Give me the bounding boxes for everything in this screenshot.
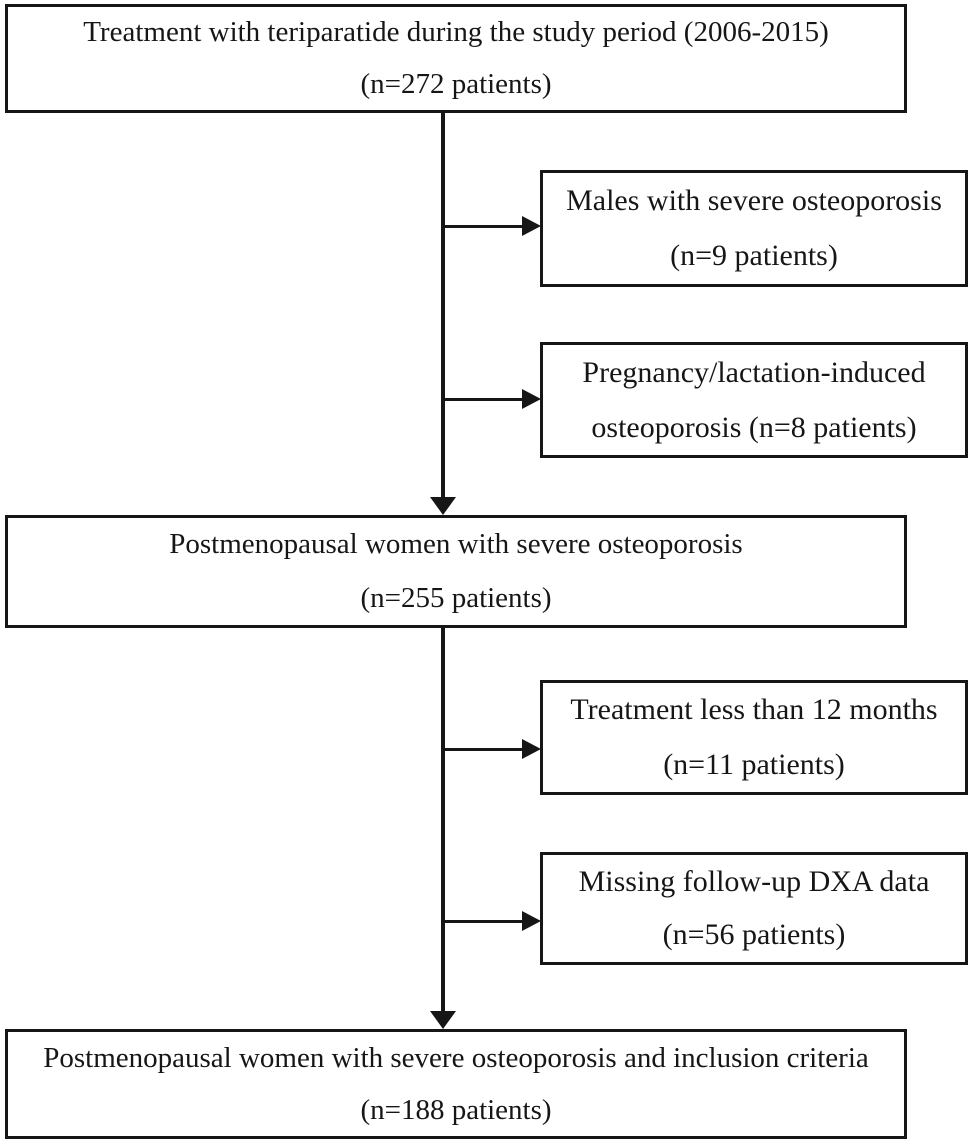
connector-branch-males-line (441, 225, 522, 228)
node-final-cohort-label: Postmenopausal women with severe osteopo… (43, 1041, 869, 1074)
node-final-cohort: Postmenopausal women with severe osteopo… (5, 1029, 907, 1139)
node-exclusion-short-treatment: Treatment less than 12 months (n=11 pati… (540, 680, 968, 795)
node-postmenopausal-label: Postmenopausal women with severe osteopo… (169, 528, 743, 561)
node-exclusion-males-count: (n=9 patients) (670, 239, 838, 273)
connector-postmenopausal-final-line (441, 628, 445, 1011)
node-exclusion-missing-dxa-label: Missing follow-up DXA data (578, 864, 930, 898)
node-exclusion-pregnancy-label: Pregnancy/lactation-induced (582, 355, 926, 389)
node-final-cohort-count: (n=188 patients) (360, 1093, 552, 1126)
node-exclusion-pregnancy-count: osteoporosis (n=8 patients) (591, 410, 917, 444)
connector-branch-pregnancy-line (441, 398, 522, 401)
arrow-right-icon (522, 216, 541, 236)
node-exclusion-missing-dxa-count: (n=56 patients) (662, 918, 846, 952)
arrow-down-icon (430, 1011, 456, 1029)
node-exclusion-short-treatment-count: (n=11 patients) (663, 747, 845, 781)
node-postmenopausal: Postmenopausal women with severe osteopo… (5, 515, 907, 628)
arrow-right-icon (522, 739, 541, 759)
node-exclusion-males: Males with severe osteoporosis (n=9 pati… (540, 170, 968, 287)
node-exclusion-short-treatment-label: Treatment less than 12 months (570, 693, 938, 727)
node-postmenopausal-count: (n=255 patients) (360, 581, 552, 614)
node-enrollment-label: Treatment with teriparatide during the s… (83, 16, 829, 49)
arrow-right-icon (522, 389, 541, 409)
node-exclusion-males-label: Males with severe osteoporosis (566, 183, 942, 217)
node-enrollment-count: (n=272 patients) (360, 67, 552, 100)
node-enrollment: Treatment with teriparatide during the s… (5, 4, 907, 113)
node-exclusion-missing-dxa: Missing follow-up DXA data (n=56 patient… (540, 852, 968, 965)
connector-enrollment-postmenopausal-line (441, 113, 445, 497)
arrow-down-icon (430, 497, 456, 515)
node-exclusion-pregnancy: Pregnancy/lactation-induced osteoporosis… (540, 342, 968, 458)
arrow-right-icon (522, 911, 541, 931)
connector-branch-missing-dxa-line (441, 920, 522, 923)
connector-branch-short-treatment-line (441, 748, 522, 751)
